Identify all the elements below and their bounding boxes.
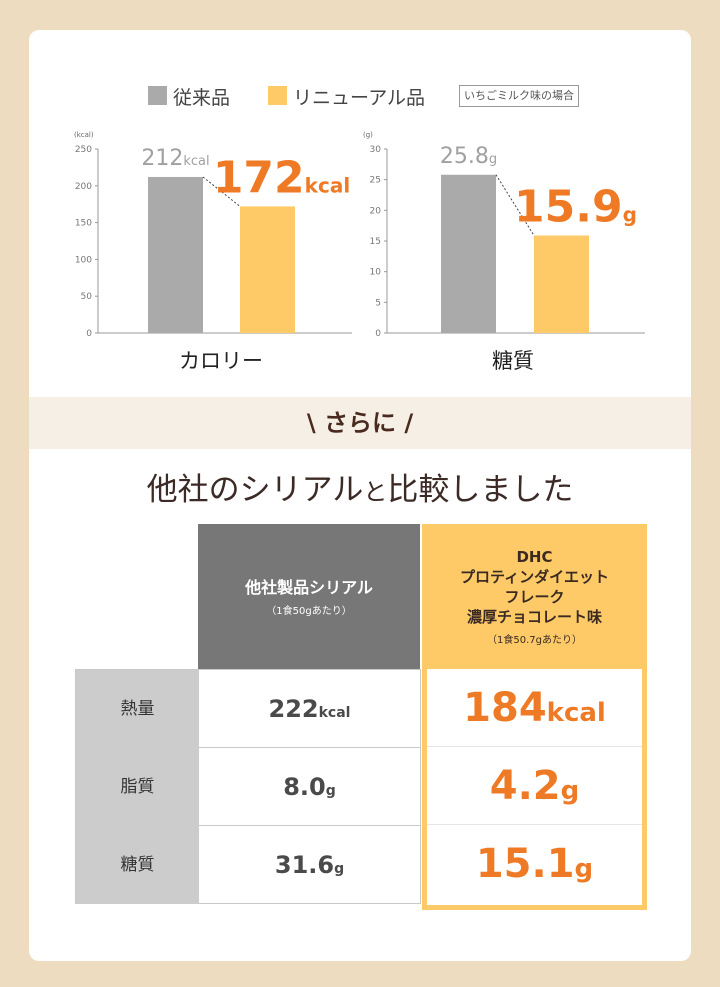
y-tick-label: 150 xyxy=(75,219,92,229)
other-brand-header: 他社製品シリアル （1食50gあたり） xyxy=(198,524,420,669)
legend-swatch-new xyxy=(268,86,287,105)
legend-label-old: 従来品 xyxy=(173,87,231,109)
y-tick-label: 25 xyxy=(370,176,381,186)
y-tick-label: 0 xyxy=(86,329,92,339)
bar-old xyxy=(148,176,203,333)
y-tick-label: 10 xyxy=(370,268,382,278)
table-row: 熱量 222kcal xyxy=(76,670,420,748)
y-unit-label: (kcal) xyxy=(74,131,94,139)
data-label-new: 15.9g xyxy=(514,181,637,232)
y-tick-label: 0 xyxy=(375,329,381,339)
heading-part2: と xyxy=(363,478,388,506)
flavor-note: いちごミルク味の場合 xyxy=(459,85,579,107)
dhc-header: DHC プロティンダイエット フレーク 濃厚チョコレート味 （1食50.7gあた… xyxy=(422,524,647,669)
heading-part1: 他社のシリアル xyxy=(146,472,364,508)
y-tick-label: 20 xyxy=(370,206,382,216)
dhc-column: 184kcal 4.2g 15.1g xyxy=(422,669,647,910)
bar-old xyxy=(441,174,496,333)
other-brand-title: 他社製品シリアル xyxy=(245,577,373,597)
data-label-old: 212kcal xyxy=(141,146,209,171)
data-label-old: 25.8g xyxy=(440,144,497,169)
other-brand-serving: （1食50gあたり） xyxy=(266,605,352,617)
legend-swatch-old xyxy=(148,86,167,105)
y-tick-label: 15 xyxy=(370,237,381,247)
chart-legend: 従来品 リニューアル品 いちごミルク味の場合 xyxy=(0,84,720,109)
dhc-serving: （1食50.7gあたり） xyxy=(487,635,582,646)
y-tick-label: 50 xyxy=(81,292,93,302)
sugar-chart: (g) 0 5 10 15 20 25 30 25.8g 15.9g xyxy=(363,131,645,339)
other-value: 222kcal xyxy=(268,695,351,723)
row-label: 脂質 xyxy=(76,748,199,826)
y-tick-label: 200 xyxy=(75,182,92,192)
dhc-title: DHC プロティンダイエット フレーク 濃厚チョコレート味 xyxy=(460,548,609,626)
y-tick-label: 250 xyxy=(75,145,92,155)
comparison-table: 熱量 222kcal 脂質 8.0g 糖質 31.6g xyxy=(75,669,421,904)
other-value: 31.6g xyxy=(274,851,345,879)
table-row: 脂質 8.0g xyxy=(76,748,420,826)
y-tick-label: 5 xyxy=(375,298,381,308)
comparison-heading: 他社のシリアルと比較しました xyxy=(29,464,691,509)
legend-label-new: リニューアル品 xyxy=(293,87,426,109)
other-value: 8.0g xyxy=(283,773,336,801)
dhc-value: 15.1g xyxy=(475,841,594,887)
row-label: 熱量 xyxy=(76,670,199,748)
row-label: 糖質 xyxy=(76,826,199,904)
bar-new xyxy=(534,235,589,333)
y-tick-label: 30 xyxy=(370,145,382,155)
data-label-new: 172kcal xyxy=(213,152,350,203)
dhc-value: 184kcal xyxy=(427,669,642,747)
bar-new xyxy=(240,206,295,333)
dhc-value: 4.2g xyxy=(427,747,642,825)
calorie-chart: (kcal) 0 50 100 150 200 250 212kcal 172kcal xyxy=(74,131,352,339)
furthermore-band: \ さらに / xyxy=(29,397,691,449)
heading-part3: 比較しました xyxy=(387,472,574,508)
y-unit-label: (g) xyxy=(363,131,373,139)
calorie-chart-title: カロリー xyxy=(179,349,263,373)
sugar-chart-title: 糖質 xyxy=(492,349,534,373)
y-tick-label: 100 xyxy=(75,255,92,265)
table-row: 糖質 31.6g xyxy=(76,826,420,904)
